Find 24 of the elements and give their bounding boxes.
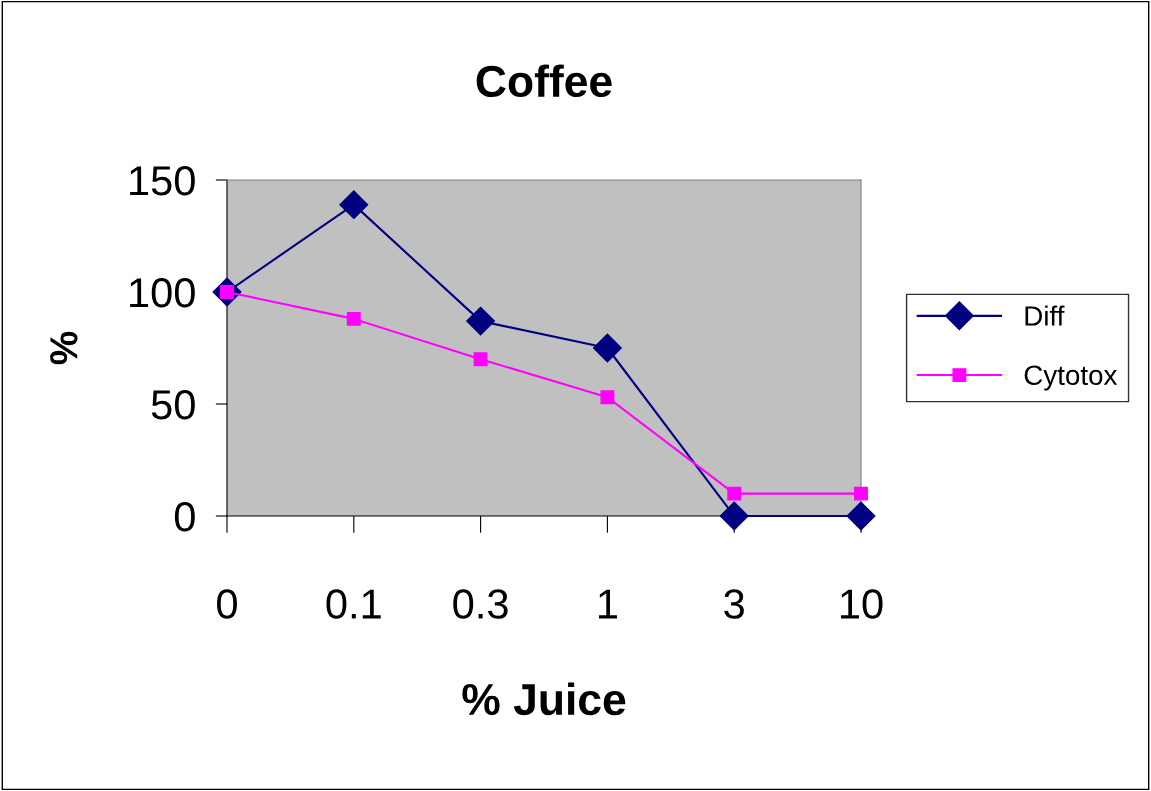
point — [473, 352, 488, 367]
y-tick-label: 50 — [151, 390, 195, 420]
x-axis-title: % Juice — [462, 682, 626, 716]
x-tick-label: 3 — [724, 589, 744, 619]
x-tick-label: 0.1 — [326, 589, 381, 619]
point — [600, 390, 615, 405]
legend-label: Cytotox — [1024, 365, 1118, 391]
x-tick-label: 0.3 — [453, 589, 508, 619]
y-tick-label: 100 — [130, 278, 195, 308]
point — [719, 501, 749, 531]
y-axis-title: % — [50, 331, 78, 365]
point — [339, 190, 369, 220]
x-tick-label: 1 — [598, 589, 617, 619]
point — [854, 486, 868, 501]
point — [346, 311, 361, 326]
y-tick-label: 0 — [174, 502, 195, 532]
x-tick-label: 10 — [841, 589, 883, 619]
point — [727, 486, 742, 501]
y-tick-label: 150 — [130, 166, 195, 196]
x-tick-label: 0 — [217, 589, 237, 619]
point — [466, 306, 496, 336]
legend-label: Diff — [1025, 305, 1065, 326]
point — [592, 333, 622, 363]
chart-title: Coffee — [476, 64, 612, 98]
